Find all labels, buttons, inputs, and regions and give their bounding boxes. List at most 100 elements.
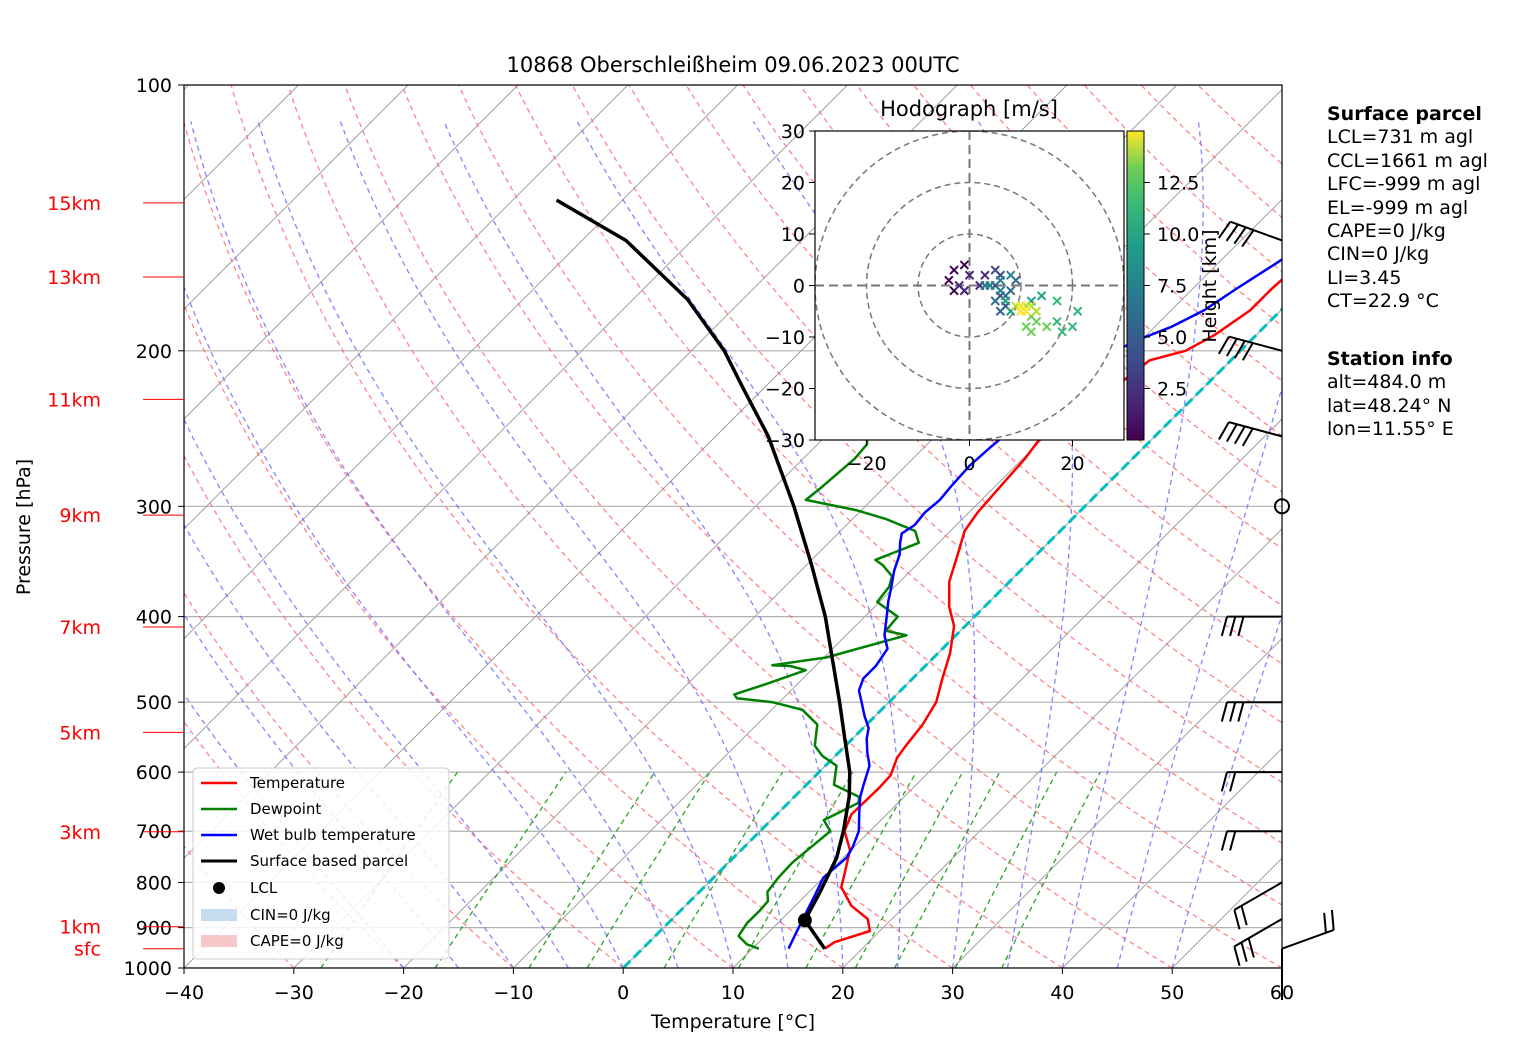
wind-barb-feather [1225, 338, 1238, 357]
height-label: sfc [74, 939, 101, 961]
hodograph-point [980, 270, 990, 280]
info-cin: CIN=0 J/kg [1327, 243, 1430, 266]
wind-barbs [1218, 220, 1335, 1000]
surface-parcel-title: Surface parcel [1327, 103, 1482, 125]
info-li: LI=3.45 [1327, 266, 1402, 289]
lcl-marker [797, 913, 812, 928]
hodograph-point [1005, 270, 1016, 280]
hodograph-point [1067, 321, 1078, 332]
hodograph-point [959, 260, 970, 270]
dry-adiabat [344, 85, 1173, 968]
hodograph-x-tick-label: −20 [846, 453, 886, 475]
mixing-ratio-line [894, 771, 1001, 968]
legend-label-parcel: Surface based parcel [250, 852, 408, 870]
hodograph-y-tick-label: −10 [765, 327, 805, 349]
moist-adiabat [1061, 121, 1204, 968]
wind-barb-feather [1247, 937, 1255, 958]
mixing-ratio-line [528, 771, 656, 968]
x-tick-label: −10 [493, 982, 533, 1004]
wind-barb-feather [1218, 221, 1232, 239]
height-label: 3km [59, 822, 101, 844]
hodograph-point [1000, 296, 1011, 306]
moist-adiabat [184, 523, 514, 968]
colorbar-tick-label: 10.0 [1157, 224, 1199, 246]
moist-adiabat [190, 121, 679, 968]
wind-barb-feather [1229, 771, 1237, 792]
legend: Temperature Dewpoint Wet bulb temperatur… [192, 767, 450, 960]
legend-label-cape: CAPE=0 J/kg [250, 932, 344, 950]
wind-barb-feather [1241, 229, 1255, 248]
info-cape: CAPE=0 J/kg [1327, 220, 1446, 243]
x-tick-label: 60 [1270, 982, 1294, 1004]
legend-swatch-cin [201, 909, 237, 921]
hodograph-y-tick-label: 30 [781, 121, 805, 143]
hodograph-point [980, 280, 990, 291]
y-tick-label: 200 [136, 341, 172, 363]
wind-barb-feather [1229, 701, 1237, 722]
legend-label-cin: CIN=0 J/kg [250, 906, 331, 924]
y-tick-label: 300 [136, 496, 172, 518]
hodograph-point [1031, 316, 1042, 327]
wind-barb-feather [1233, 909, 1241, 930]
mixing-ratio-line [586, 771, 711, 968]
x-tick-label: −40 [164, 982, 204, 1004]
dry-adiabat [628, 85, 1282, 724]
isotherm-line [184, 85, 409, 310]
colorbar-tick-label: 7.5 [1157, 276, 1187, 298]
moist-adiabat [1116, 385, 1282, 968]
x-tick-label: 0 [617, 982, 629, 1004]
x-tick-label: −30 [274, 982, 314, 1004]
isotherm-line [1062, 747, 1282, 968]
dry-adiabat [184, 120, 844, 968]
wind-barb-staff [1228, 421, 1283, 438]
dry-adiabat [184, 454, 624, 968]
surface-parcel-info: Surface parcel LCL=731 m agl CCL=1661 m … [1327, 103, 1488, 314]
hodograph-point [949, 265, 959, 275]
wind-barb-feather [1237, 701, 1245, 722]
wind-barb-feather [1218, 421, 1230, 440]
y-axis-label: Pressure [hPa] [13, 459, 35, 595]
hodograph-point [990, 296, 1000, 306]
wind-barb-feather [1229, 830, 1237, 851]
moist-adiabat [184, 613, 460, 968]
isotherm-line [184, 85, 848, 750]
x-tick-label: 30 [941, 982, 965, 1004]
y-tick-label: 1000 [124, 958, 172, 980]
mixing-ratio-line [434, 771, 567, 968]
legend-label-wetbulb: Wet bulb temperature [250, 826, 416, 844]
hodograph-point [959, 285, 970, 296]
moist-adiabat [184, 693, 405, 968]
colorbar [1126, 130, 1145, 441]
hodograph-ticks: −20 0 20 −30 −20 −10 0 10 20 30 [765, 121, 1085, 475]
hodograph-point [990, 265, 1000, 275]
y-tick-label: 800 [136, 872, 172, 894]
x-tick-label: 40 [1050, 982, 1074, 1004]
height-label: 1km [59, 917, 101, 939]
hodograph-x-tick-label: 0 [963, 453, 975, 475]
moist-adiabat [977, 121, 1074, 968]
mixing-ratio-line [738, 771, 854, 968]
wind-barb-staff [1233, 918, 1283, 948]
wind-barb-feather [1220, 616, 1228, 637]
moist-adiabat [443, 121, 844, 968]
wind-barb-feather [1233, 946, 1241, 967]
moist-adiabats [184, 121, 1282, 968]
wind-barb-feather [1240, 905, 1248, 926]
hodograph-y-tick-label: 20 [781, 173, 805, 195]
mixing-ratio-line [954, 771, 1058, 968]
isotherm-line [513, 198, 1282, 968]
info-lat: lat=48.24° N [1327, 394, 1452, 417]
zero-isotherm-line [622, 307, 1282, 968]
info-lon: lon=11.55° E [1327, 418, 1454, 441]
info-ccl: CCL=1661 m agl [1327, 149, 1488, 172]
dry-adiabat [230, 85, 953, 968]
x-tick-label: 50 [1160, 982, 1184, 1004]
wind-barb-staff [1281, 928, 1335, 950]
hodograph-points [944, 260, 1083, 337]
hodograph-y-tick-label: 0 [793, 276, 805, 298]
info-alt: alt=484.0 m [1327, 371, 1447, 394]
info-lfc: LFC=-999 m agl [1327, 173, 1481, 196]
height-label: 7km [59, 617, 101, 639]
